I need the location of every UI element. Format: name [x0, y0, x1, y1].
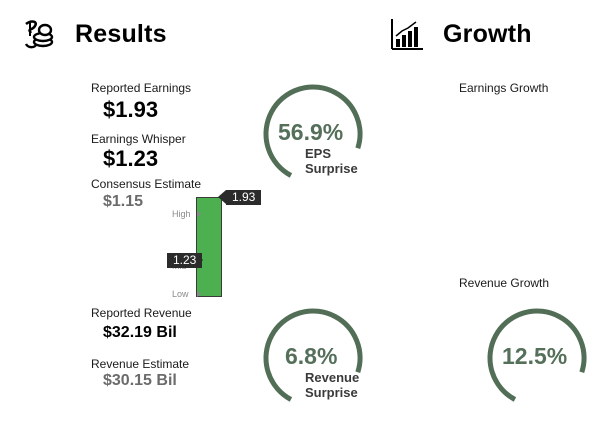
- reported-earnings-value: $1.93: [103, 97, 159, 122]
- eps-surprise-line2: Surprise: [305, 161, 358, 176]
- revenue-growth-gauge: [487, 308, 587, 408]
- range-low-label: Low: [172, 289, 189, 299]
- revenue-growth-label: Revenue Growth: [459, 276, 550, 290]
- revenue-growth-percent: 12.5%: [502, 343, 568, 369]
- high-tick-marker: [197, 211, 201, 217]
- bar-chart-icon: [391, 19, 423, 50]
- growth-title: Growth: [443, 20, 532, 48]
- low-tick-marker: [197, 291, 201, 297]
- range-high-label: High: [172, 209, 191, 219]
- money-bag-coins-icon: [24, 20, 54, 49]
- whisper-callout-arrow: [196, 253, 203, 267]
- eps-surprise-percent: 56.9%: [278, 119, 344, 145]
- consensus-estimate-label: Consensus Estimate: [91, 177, 202, 191]
- revenue-surprise-gauge: [263, 308, 363, 408]
- reported-revenue-value: $32.19 Bil: [103, 324, 177, 341]
- eps-surprise-line1: EPS: [305, 146, 332, 161]
- reported-eps-callout: 1.93: [226, 190, 262, 205]
- eps-surprise-gauge: [263, 84, 363, 184]
- growth-header: Growth: [390, 18, 570, 54]
- revenue-estimate-label: Revenue Estimate: [91, 357, 190, 371]
- reported-earnings-label: Reported Earnings: [91, 81, 192, 95]
- results-header: Results: [22, 18, 192, 54]
- earnings-growth-label: Earnings Growth: [459, 81, 549, 95]
- revenue-surprise-percent: 6.8%: [285, 343, 338, 369]
- earnings-whisper-label: Earnings Whisper: [91, 132, 186, 146]
- results-title: Results: [75, 20, 167, 48]
- revenue-surprise-line1: Revenue: [305, 370, 360, 385]
- whisper-eps-callout: 1.23: [167, 253, 203, 268]
- revenue-surprise-line2: Surprise: [305, 385, 358, 400]
- earnings-whisper-value: $1.23: [103, 146, 159, 171]
- reported-callout-arrow: [218, 190, 226, 204]
- revenue-estimate-value: $30.15 Bil: [103, 372, 177, 389]
- reported-revenue-label: Reported Revenue: [91, 306, 192, 320]
- consensus-estimate-value: $1.15: [103, 193, 144, 210]
